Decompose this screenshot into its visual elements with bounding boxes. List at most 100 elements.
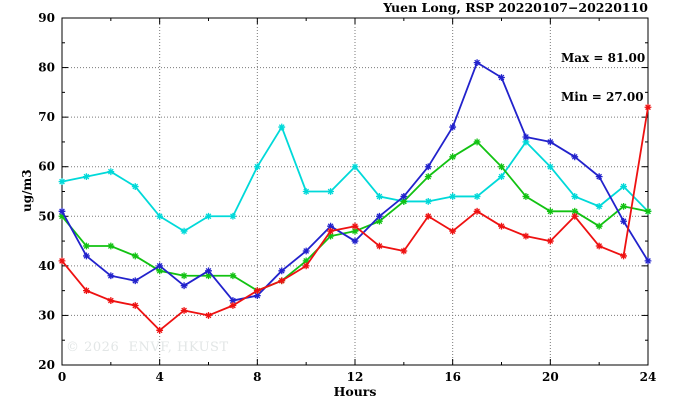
series-red-marker xyxy=(595,242,603,250)
series-blue-marker xyxy=(131,277,139,285)
series-red-marker xyxy=(351,222,359,230)
x-tick-label: 12 xyxy=(347,370,364,384)
series-red-marker xyxy=(278,277,286,285)
series-red-marker xyxy=(473,207,481,215)
series-blue-marker xyxy=(253,292,261,299)
series-cyan-marker xyxy=(205,212,212,220)
series-green-marker xyxy=(644,207,652,215)
y-tick-label: 30 xyxy=(38,308,55,322)
series-red-marker xyxy=(131,302,139,309)
series-blue-marker xyxy=(571,153,579,161)
series-green-marker xyxy=(620,202,627,210)
series-red-marker xyxy=(571,212,579,220)
series-green-marker xyxy=(424,173,432,181)
series-blue-marker xyxy=(644,257,652,265)
x-tick-label: 20 xyxy=(542,370,559,384)
series-green-marker xyxy=(205,272,212,280)
x-tick-label: 8 xyxy=(253,370,261,384)
series-cyan-marker xyxy=(571,193,579,200)
y-tick-label: 60 xyxy=(38,160,55,174)
series-blue-marker xyxy=(83,252,90,260)
series-blue-marker xyxy=(180,282,188,290)
series-red-marker xyxy=(180,307,188,314)
series-cyan-marker xyxy=(376,193,383,200)
series-blue-marker xyxy=(278,267,286,275)
series-cyan-marker xyxy=(351,163,359,171)
series-green-marker xyxy=(180,272,188,280)
series-green-marker xyxy=(107,242,115,250)
series-cyan-marker xyxy=(522,138,530,146)
series-blue-marker xyxy=(449,123,457,131)
chart-title: Yuen Long, RSP 20220107−20220110 xyxy=(383,0,648,15)
series-cyan-marker xyxy=(253,163,261,171)
series-cyan-marker xyxy=(546,163,554,171)
series-green-marker xyxy=(302,257,310,265)
series-blue-marker xyxy=(376,212,383,220)
series-green-marker xyxy=(83,242,90,250)
series-cyan-marker xyxy=(449,193,457,200)
series-cyan-marker xyxy=(58,178,66,185)
series-green-marker xyxy=(595,222,603,230)
series-blue-marker xyxy=(424,163,432,171)
series-cyan-marker xyxy=(107,168,115,176)
x-tick-label: 24 xyxy=(640,370,657,384)
series-cyan-marker xyxy=(131,183,139,190)
series-red-marker xyxy=(424,212,432,220)
series-blue-marker xyxy=(229,297,237,304)
series-green-marker xyxy=(351,227,359,235)
series-green-marker xyxy=(327,232,334,240)
series-green-marker xyxy=(473,138,481,146)
series-red-marker xyxy=(229,302,237,309)
series-blue-marker xyxy=(522,133,530,141)
series-cyan-marker xyxy=(620,183,627,190)
series-red-marker xyxy=(376,242,383,250)
series-cyan-marker xyxy=(180,227,188,235)
series-red-marker xyxy=(58,257,66,265)
series-blue-marker xyxy=(620,217,627,225)
series-green-marker xyxy=(498,163,505,171)
series-red-marker xyxy=(449,227,457,235)
series-blue-marker xyxy=(498,74,505,81)
y-axis-label: ug/m3 xyxy=(20,169,34,212)
x-tick-label: 16 xyxy=(444,370,461,384)
series-cyan-line xyxy=(61,126,649,233)
series-blue-marker xyxy=(205,267,212,275)
series-cyan-marker xyxy=(473,193,481,200)
series-green-marker xyxy=(400,198,408,205)
series-red-marker xyxy=(205,312,212,319)
series-cyan-marker xyxy=(302,188,310,195)
series-green-marker xyxy=(58,212,66,220)
series-blue-marker xyxy=(595,173,603,181)
x-axis-label: Hours xyxy=(333,384,377,399)
series-red-marker xyxy=(253,287,261,295)
series-red-marker xyxy=(302,262,310,270)
series-blue-marker xyxy=(473,59,481,67)
series-cyan-marker xyxy=(498,173,505,181)
x-tick-label: 4 xyxy=(155,370,163,384)
series-red-marker xyxy=(620,252,627,260)
series-green-marker xyxy=(229,272,237,280)
series-cyan-marker xyxy=(278,123,286,131)
series-red-marker xyxy=(327,227,334,235)
y-tick-label: 40 xyxy=(38,259,55,273)
x-tick-label: 0 xyxy=(58,370,66,384)
series-red-marker xyxy=(83,287,90,295)
series-red-marker xyxy=(644,103,652,111)
series-blue-marker xyxy=(327,222,334,230)
series-green-marker xyxy=(131,252,139,260)
series-blue-marker xyxy=(546,138,554,146)
min-value-label: Min = 27.00 xyxy=(561,90,644,104)
series-red-marker xyxy=(522,232,530,240)
y-tick-label: 50 xyxy=(38,209,55,223)
max-value-label: Max = 81.00 xyxy=(561,51,646,65)
series-cyan-marker xyxy=(229,212,237,220)
series-blue-marker xyxy=(400,193,408,200)
series-red-marker xyxy=(546,237,554,245)
series-green-marker xyxy=(571,207,579,215)
series-green-marker xyxy=(546,207,554,215)
series-red-marker xyxy=(107,297,115,304)
series-green-marker xyxy=(522,193,530,200)
y-tick-label: 20 xyxy=(38,358,55,372)
